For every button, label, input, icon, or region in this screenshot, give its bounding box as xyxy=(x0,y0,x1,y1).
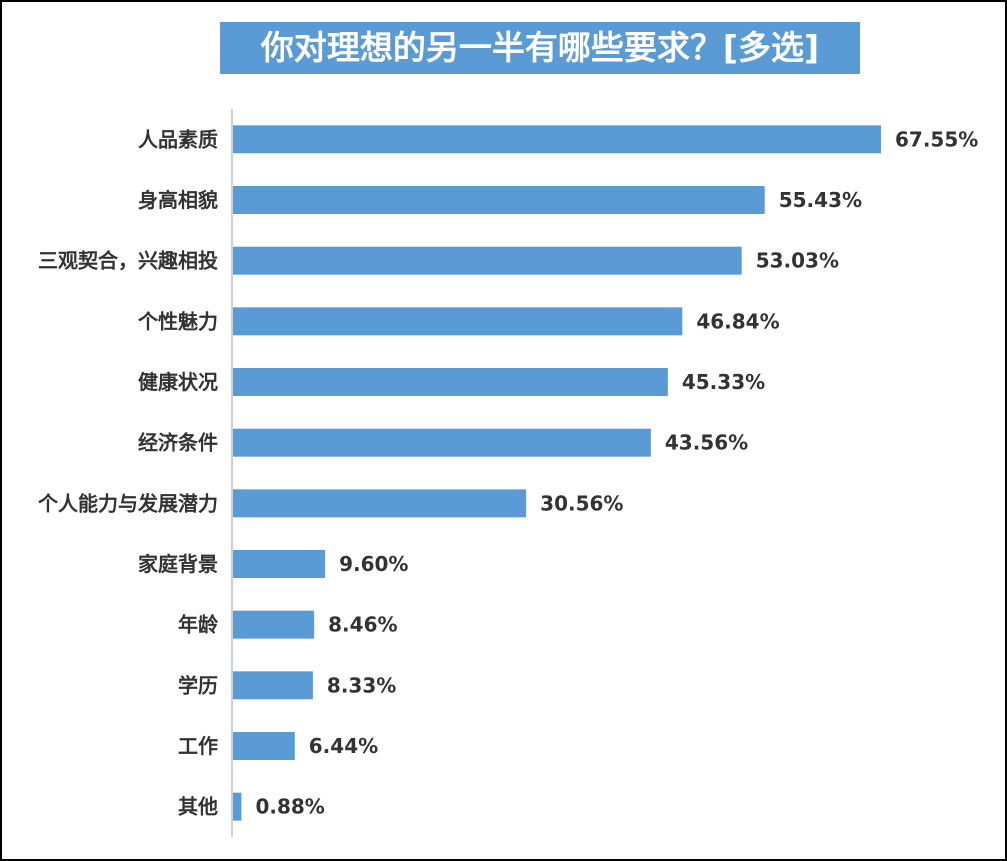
category-label: 人品素质 xyxy=(138,127,218,151)
data-label: 45.33% xyxy=(682,370,765,394)
category-label: 其他 xyxy=(178,795,218,819)
data-label: 6.44% xyxy=(309,734,378,758)
category-label: 三观契合，兴趣相投 xyxy=(38,249,218,273)
bar xyxy=(233,428,651,457)
data-label: 9.60% xyxy=(339,552,408,576)
chart-title: 你对理想的另一半有哪些要求？[多选] xyxy=(220,22,860,74)
category-label: 经济条件 xyxy=(138,431,218,455)
bar xyxy=(233,610,315,639)
bar xyxy=(233,732,295,760)
category-label: 健康状况 xyxy=(138,370,218,394)
data-label: 67.55% xyxy=(895,127,978,151)
data-label: 30.56% xyxy=(540,491,623,515)
bar xyxy=(233,489,527,518)
category-label: 年龄 xyxy=(178,613,219,637)
bar xyxy=(233,125,881,154)
bar xyxy=(233,186,765,214)
data-label: 55.43% xyxy=(779,188,862,212)
bar xyxy=(233,792,242,821)
data-label: 53.03% xyxy=(756,249,839,273)
data-label: 46.84% xyxy=(696,309,779,333)
category-label: 家庭背景 xyxy=(138,552,218,576)
category-label: 身高相貌 xyxy=(138,188,218,212)
bar xyxy=(233,368,668,396)
bar xyxy=(233,671,313,700)
bar xyxy=(233,246,742,275)
category-label: 个性魅力 xyxy=(137,309,218,333)
data-label: 8.33% xyxy=(327,673,396,697)
category-label: 学历 xyxy=(178,673,218,697)
bar xyxy=(233,550,326,578)
data-label: 8.46% xyxy=(328,613,397,637)
category-label: 个人能力与发展潜力 xyxy=(37,491,218,515)
bar xyxy=(233,307,683,336)
data-label: 43.56% xyxy=(665,431,748,455)
category-label: 工作 xyxy=(178,734,218,758)
data-label: 0.88% xyxy=(255,795,324,819)
